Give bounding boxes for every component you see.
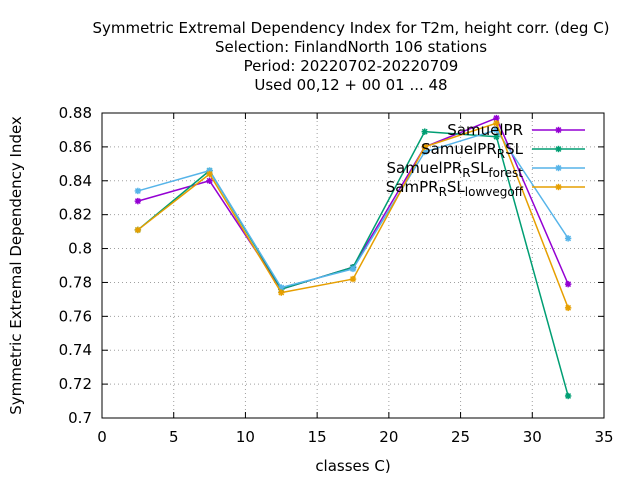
chart-title-line: Period: 20220702-20220709 xyxy=(244,57,459,75)
data-point xyxy=(564,392,572,400)
series-group xyxy=(134,114,572,400)
chart-title-line: Selection: FinlandNorth 106 stations xyxy=(215,38,487,56)
y-tick-label: 0.86 xyxy=(59,138,92,156)
legend-marker xyxy=(555,183,562,191)
x-tick-label: 15 xyxy=(308,428,327,446)
data-point xyxy=(206,177,213,184)
legend-label: SamuelPR xyxy=(447,121,523,139)
legend-marker xyxy=(555,126,562,134)
data-point xyxy=(134,187,142,195)
legend-label: SamuelPRRSLforest xyxy=(386,159,523,180)
data-point xyxy=(493,114,500,122)
x-tick-label: 25 xyxy=(451,428,470,446)
x-tick-label: 35 xyxy=(594,428,613,446)
x-tick-label: 20 xyxy=(379,428,398,446)
data-point xyxy=(421,148,428,156)
y-tick-label: 0.7 xyxy=(68,409,92,427)
x-axis-label: classes C) xyxy=(315,457,390,475)
series-3 xyxy=(134,126,572,291)
series-line xyxy=(137,117,569,290)
y-tick-label: 0.8 xyxy=(68,240,92,258)
legend-item: SamuelPRRSL xyxy=(421,140,585,161)
y-tick-label: 0.84 xyxy=(59,172,92,190)
data-point xyxy=(278,289,285,296)
legend-marker xyxy=(555,164,562,172)
plot-frame xyxy=(101,112,605,419)
data-point xyxy=(564,304,572,312)
axis-ticks: 0 5 10 15 20 25 30 35 0.7 0.72 0.74 0.76 0.78 0.8 0.82… xyxy=(59,104,614,446)
data-point xyxy=(349,265,357,273)
data-point xyxy=(564,235,572,242)
legend-marker xyxy=(555,145,562,153)
chart-title-line: Used 00,12 + 00 01 ... 48 xyxy=(254,76,447,94)
x-tick-label: 5 xyxy=(169,428,179,446)
legend-label: SamuelPRRSL xyxy=(421,140,524,161)
x-tick-label: 0 xyxy=(97,428,107,446)
data-point xyxy=(134,226,142,234)
data-point xyxy=(421,143,428,151)
x-tick-label: 30 xyxy=(523,428,542,446)
y-tick-label: 0.88 xyxy=(59,104,92,122)
data-point xyxy=(493,133,500,140)
y-tick-label: 0.72 xyxy=(59,375,92,393)
x-tick-label: 10 xyxy=(236,428,255,446)
data-point xyxy=(493,119,500,127)
data-point xyxy=(206,170,213,178)
chart-title-line: Symmetric Extremal Dependency Index for … xyxy=(92,19,609,37)
legend-item: SamPRRSLlowvegoff xyxy=(386,178,585,199)
data-point xyxy=(421,128,428,135)
chart-title: Symmetric Extremal Dependency Index for … xyxy=(92,19,609,94)
data-point xyxy=(134,197,142,205)
legend-label: SamPRRSLlowvegoff xyxy=(386,178,524,199)
legend: SamuelPRSamuelPRRSLSamuelPRRSLforestSamP… xyxy=(386,121,585,199)
y-tick-label: 0.76 xyxy=(59,307,92,325)
y-axis-label: Symmetric Extremal Dependency Index xyxy=(7,116,25,415)
series-4 xyxy=(134,119,572,312)
legend-item: SamuelPRRSLforest xyxy=(386,159,585,180)
legend-item: SamuelPR xyxy=(447,121,585,139)
y-tick-label: 0.82 xyxy=(59,206,92,224)
y-tick-label: 0.78 xyxy=(59,273,92,291)
data-point xyxy=(564,280,572,288)
y-tick-label: 0.74 xyxy=(59,341,92,359)
data-point xyxy=(349,275,357,283)
